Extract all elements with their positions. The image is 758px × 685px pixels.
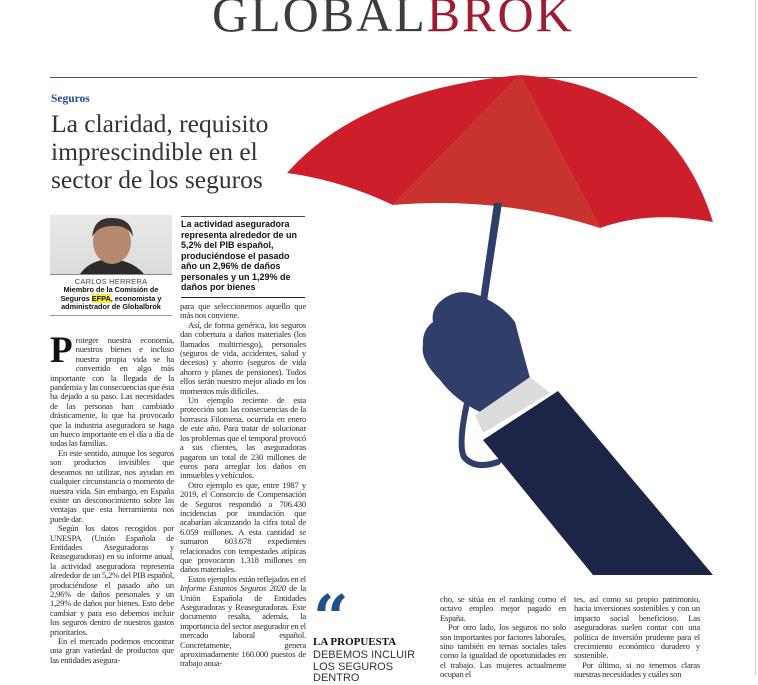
paragraph: Otro ejemplo es que, entre 1987 y 2019, … <box>180 479 306 575</box>
author-role: Miembro de la Comisión de Seguros EFPA, … <box>50 286 172 311</box>
paragraph: Por último, si no tenemos claras nuestra… <box>574 659 700 680</box>
author-photo <box>50 215 172 274</box>
photo-divider <box>50 274 172 275</box>
jacket-sleeve <box>483 391 713 575</box>
umbrella-canopy-center <box>393 75 600 228</box>
paragraph: Así, de forma genérica, los seguros dan … <box>180 319 306 396</box>
paragraph: En el mercado podemos encontrar una gran… <box>50 636 174 665</box>
author-role-highlight: EFPA <box>91 293 111 303</box>
header-divider <box>50 77 697 78</box>
author-role-text-end: , economista y administrador de Globalbr… <box>61 293 162 311</box>
shirt-cuff <box>475 377 550 433</box>
paragraph: para que seleccionemos aquello que más n… <box>180 301 306 321</box>
hand-fist <box>422 292 530 412</box>
paragraph-text: de la Unión Española de Entidades Asegur… <box>180 583 306 669</box>
author-portrait-icon <box>80 217 144 274</box>
section-label: Seguros <box>51 93 90 105</box>
umbrella-shaft <box>479 203 502 308</box>
article-column-3: cho, se sitúa en el ranking como el octa… <box>440 594 566 680</box>
author-name: CARLOS HERRERA <box>74 277 148 286</box>
pull-quote: La actividad aseguradora representa alre… <box>181 216 305 298</box>
article-title: La claridad, requisito imprescindible en… <box>51 109 269 194</box>
paragraph: Un ejemplo reciente de esta protección s… <box>180 395 306 481</box>
paragraph: cho, se sitúa en el ranking como el octa… <box>440 594 566 623</box>
drop-cap: P <box>50 330 73 371</box>
logo-part-global: GLOBAL <box>212 0 427 42</box>
umbrella-canopy-right <box>520 75 713 228</box>
masthead-logo: GLOBALBROK <box>212 0 574 42</box>
logo-part-brok: BROK <box>426 0 574 42</box>
highlight-heading: LA PROPUESTA <box>313 636 397 648</box>
umbrella-illustration <box>287 75 713 575</box>
caption-divider <box>50 315 172 316</box>
paragraph: Por otro lado, los seguros no solo son i… <box>440 622 566 680</box>
page-edge <box>755 0 756 675</box>
highlight-text: DEBEMOS INCLUIR LOS SEGUROS DENTRO <box>313 649 416 684</box>
paragraph-text: roteger nuestra economía, nuestros biene… <box>50 335 174 449</box>
report-title: Informe Estamos Seguros 2020 <box>180 583 286 594</box>
author-role-text: Miembro de la Comisión de Seguros <box>60 285 159 303</box>
umbrella-canopy-left <box>287 75 520 205</box>
paragraph: tes, así como su propio patrimonio, haci… <box>574 594 700 661</box>
paragraph: Según los datos recogidos por UNESPA (Un… <box>50 523 174 637</box>
paragraph: Estos ejemplos están reflejados en el In… <box>180 573 306 669</box>
article-column-4: tes, así como su propio patrimonio, haci… <box>574 594 700 680</box>
author-caption: CARLOS HERRERA Miembro de la Comisión de… <box>50 277 172 311</box>
paragraph-text: Estos ejemplos están reflejados en el <box>188 573 306 584</box>
article-column-2: para que seleccionemos aquello que más n… <box>180 301 306 669</box>
paragraph: En este sentido, aunque los seguros son … <box>50 447 174 524</box>
umbrella-handle-hook <box>458 400 501 469</box>
quote-mark-icon: “ <box>313 581 349 654</box>
